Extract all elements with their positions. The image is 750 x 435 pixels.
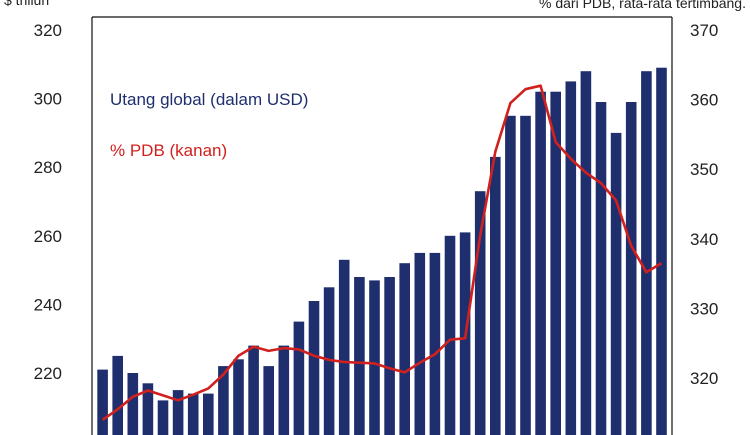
right-tick-label: 350 — [690, 160, 718, 179]
bar — [474, 191, 486, 435]
bar — [293, 321, 305, 435]
bar — [263, 366, 274, 435]
bar — [218, 366, 229, 435]
right-tick-label: 330 — [690, 299, 718, 318]
bar — [414, 252, 426, 435]
right-tick-label: 340 — [690, 230, 718, 249]
right-tick-label: 370 — [690, 21, 718, 40]
bar — [610, 132, 622, 435]
right-axis-unit: % dari PDB, rata-rata tertimbang. — [539, 0, 746, 11]
bar — [203, 393, 214, 435]
left-tick-label: 300 — [34, 90, 62, 109]
left-tick-label: 240 — [34, 295, 62, 314]
bar-series — [97, 67, 667, 435]
bar — [157, 400, 169, 435]
bar — [429, 252, 441, 435]
bar — [142, 383, 154, 435]
line-series — [101, 84, 663, 421]
bar — [595, 102, 607, 435]
bar — [384, 277, 395, 435]
right-tick-label: 320 — [690, 369, 718, 388]
bar — [444, 235, 456, 435]
bar — [369, 280, 380, 435]
bar — [625, 102, 637, 435]
left-tick-label: 320 — [34, 21, 62, 40]
bar — [520, 115, 531, 435]
bar — [127, 373, 139, 435]
bar — [641, 71, 652, 435]
gdp-ratio-line — [101, 84, 663, 421]
legend-bars: Utang global (dalam USD) — [110, 90, 308, 109]
bar — [233, 359, 244, 435]
bar — [278, 345, 290, 435]
bar — [490, 156, 501, 435]
bar — [248, 345, 259, 435]
bar — [187, 393, 199, 435]
bar — [505, 115, 516, 435]
bar — [656, 67, 667, 435]
left-tick-label: 280 — [34, 158, 62, 177]
bar — [97, 369, 108, 435]
legend-line: % PDB (kanan) — [110, 141, 227, 160]
bar — [580, 71, 592, 435]
bar — [399, 263, 410, 435]
right-axis-ticks: 320 330 340 350 360 370 — [690, 21, 718, 388]
bar — [565, 81, 577, 435]
left-axis-ticks: 220 240 260 280 300 320 — [34, 21, 62, 383]
right-tick-label: 360 — [690, 91, 718, 110]
bar — [550, 91, 561, 435]
bar — [308, 301, 320, 435]
left-axis-unit: $ triliun — [4, 0, 49, 8]
bar — [354, 277, 365, 435]
left-tick-label: 220 — [34, 364, 62, 383]
bar — [172, 390, 184, 435]
bar — [112, 355, 123, 435]
left-tick-label: 260 — [34, 227, 62, 246]
bar — [338, 259, 350, 435]
bar — [535, 91, 546, 435]
